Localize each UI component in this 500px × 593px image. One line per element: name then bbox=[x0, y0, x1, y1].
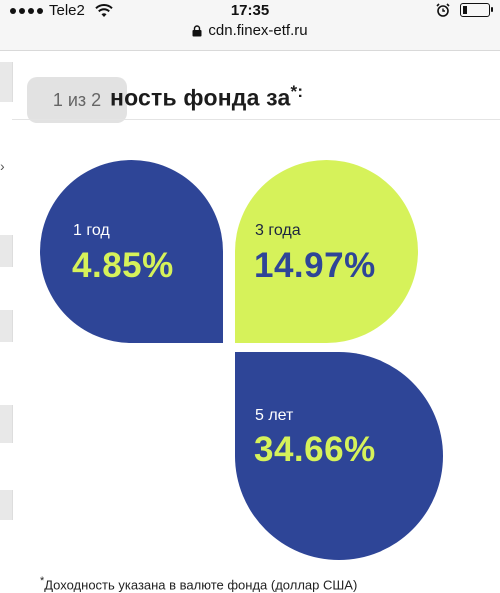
status-right bbox=[436, 3, 493, 17]
status-bar: Tele2 17:35 bbox=[0, 0, 500, 22]
alarm-icon bbox=[436, 3, 450, 17]
page-indicator: 1 из 2 bbox=[27, 77, 127, 123]
previous-page-edge bbox=[0, 490, 13, 520]
return-card-1-year: 1 год 4.85% bbox=[40, 160, 223, 343]
heading-mark: *: bbox=[290, 82, 304, 101]
battery-icon bbox=[460, 3, 493, 17]
page-heading: ность фонда за*: bbox=[110, 82, 303, 112]
footnote-mark: * bbox=[40, 575, 45, 587]
clock: 17:35 bbox=[230, 2, 270, 19]
period-label: 5 лет bbox=[255, 407, 294, 424]
url-text: cdn.finex-etf.ru bbox=[208, 22, 308, 39]
return-card-5-years: 5 лет 34.66% bbox=[235, 352, 443, 560]
previous-page-edge bbox=[0, 405, 13, 443]
carrier-name: Tele2 bbox=[49, 2, 85, 19]
lock-icon bbox=[192, 24, 202, 36]
browser-top-bar: Tele2 17:35 cdn.finex-etf.ru bbox=[0, 0, 500, 51]
divider bbox=[12, 119, 500, 120]
address-bar[interactable]: cdn.finex-etf.ru bbox=[0, 22, 500, 48]
period-label: 1 год bbox=[73, 222, 110, 239]
previous-page-edge bbox=[0, 235, 13, 267]
return-value: 34.66% bbox=[254, 430, 376, 469]
chevron-right-icon: › bbox=[0, 158, 5, 174]
period-label: 3 года bbox=[255, 222, 301, 239]
return-value: 14.97% bbox=[254, 246, 376, 285]
heading-text: ность фонда за bbox=[110, 84, 291, 111]
footnote: *Доходность указана в валюте фонда (долл… bbox=[40, 575, 357, 592]
return-card-3-years: 3 года 14.97% bbox=[235, 160, 418, 343]
signal-icon bbox=[10, 7, 43, 14]
previous-page-edge bbox=[0, 62, 13, 102]
footnote-text: Доходность указана в валюте фонда (долла… bbox=[44, 577, 358, 593]
wifi-icon bbox=[95, 3, 113, 17]
return-value: 4.85% bbox=[72, 246, 174, 285]
previous-page-edge bbox=[0, 310, 13, 342]
carrier: Tele2 bbox=[10, 2, 113, 19]
